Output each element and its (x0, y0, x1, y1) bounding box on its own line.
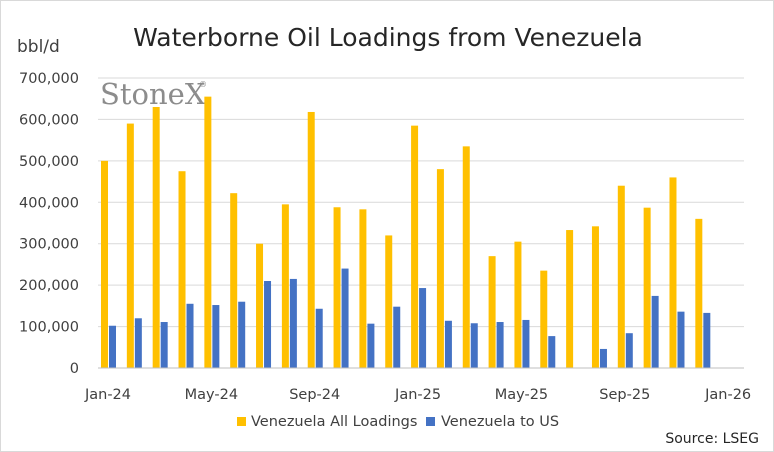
x-tick-label: May-25 (495, 387, 548, 403)
x-tick-label: Jan-25 (394, 387, 441, 403)
legend-label-all-loadings: Venezuela All Loadings (251, 414, 417, 430)
bar-to-us (289, 278, 297, 368)
source-note: Source: LSEG (665, 431, 759, 447)
bar-all-loadings (333, 207, 341, 368)
bar-all-loadings (178, 171, 186, 368)
bar-all-loadings (514, 241, 522, 368)
bar-to-us (212, 305, 220, 368)
bar-all-loadings (230, 193, 238, 368)
bar-all-loadings (695, 218, 703, 368)
bar-all-loadings (152, 107, 160, 368)
bar-all-loadings (204, 96, 212, 369)
y-tick-label: 300,000 (19, 237, 79, 253)
bar-to-us (264, 281, 272, 368)
bar-to-us (367, 323, 375, 368)
legend-swatch-all-loadings (237, 417, 246, 426)
bar-to-us (186, 303, 194, 368)
bar-to-us (109, 325, 116, 368)
bar-all-loadings (307, 111, 315, 368)
stonex-logo: StoneX ® (100, 77, 207, 111)
x-tick-label: May-24 (185, 387, 238, 403)
bar-to-us (444, 320, 452, 368)
bar-to-us (470, 323, 478, 368)
bar-all-loadings (643, 207, 651, 368)
bar-all-loadings (566, 230, 574, 368)
chart-title: Waterborne Oil Loadings from Venezuela (133, 23, 643, 52)
y-axis-unit-label: bbl/d (17, 37, 60, 57)
y-tick-label: 500,000 (19, 154, 79, 170)
bar-to-us (134, 318, 142, 368)
bar-all-loadings (256, 243, 264, 368)
legend-label-to-us: Venezuela to US (441, 414, 559, 430)
bar-to-us (651, 295, 659, 368)
bar-to-us (599, 348, 607, 368)
bar-all-loadings (436, 169, 444, 368)
bar-to-us (238, 301, 246, 368)
bar-all-loadings (540, 270, 548, 368)
y-tick-label: 700,000 (19, 71, 79, 87)
bar-to-us (496, 322, 504, 368)
bar-to-us (522, 319, 530, 368)
bar-all-loadings (591, 226, 599, 368)
y-tick-label: 200,000 (19, 278, 79, 294)
bar-to-us (393, 306, 401, 368)
bar-all-loadings (669, 177, 677, 368)
bar-all-loadings (281, 204, 289, 368)
y-tick-label: 0 (70, 361, 79, 377)
x-tick-label: Jan-24 (84, 387, 131, 403)
bar-all-loadings (101, 160, 108, 368)
y-tick-label: 600,000 (19, 112, 79, 128)
bar-to-us (341, 268, 349, 368)
bar-all-loadings (359, 209, 367, 368)
bar-to-us (315, 308, 323, 368)
y-tick-labels: 0 100,000 200,000 300,000 400,000 500,000 600,… (19, 71, 79, 377)
y-tick-label: 100,000 (19, 320, 79, 336)
bar-all-loadings (488, 256, 496, 368)
logo-wordmark: StoneX (100, 77, 206, 111)
x-tick-label: Jan-26 (704, 387, 751, 403)
x-tick-label: Sep-25 (599, 387, 650, 403)
legend: Venezuela All Loadings Venezuela to US (237, 414, 559, 430)
bar-all-loadings (462, 146, 470, 368)
y-tick-label: 400,000 (19, 195, 79, 211)
bar-to-us (160, 322, 168, 368)
logo-registered-mark: ® (199, 80, 207, 89)
x-tick-labels: Jan-24 May-24 Sep-24 Jan-25 May-25 Sep-25 Jan-… (84, 387, 751, 403)
bar-all-loadings (385, 235, 393, 368)
bar-to-us (419, 288, 427, 368)
bar-all-loadings (411, 125, 419, 369)
bar-all-loadings (617, 185, 625, 368)
bar-all-loadings (126, 123, 134, 368)
legend-swatch-to-us (426, 417, 435, 426)
bars (101, 96, 711, 369)
bar-to-us (548, 336, 556, 368)
bar-to-us (703, 312, 711, 368)
bar-to-us (677, 311, 685, 368)
bar-to-us (625, 333, 633, 368)
x-tick-label: Sep-24 (289, 387, 340, 403)
